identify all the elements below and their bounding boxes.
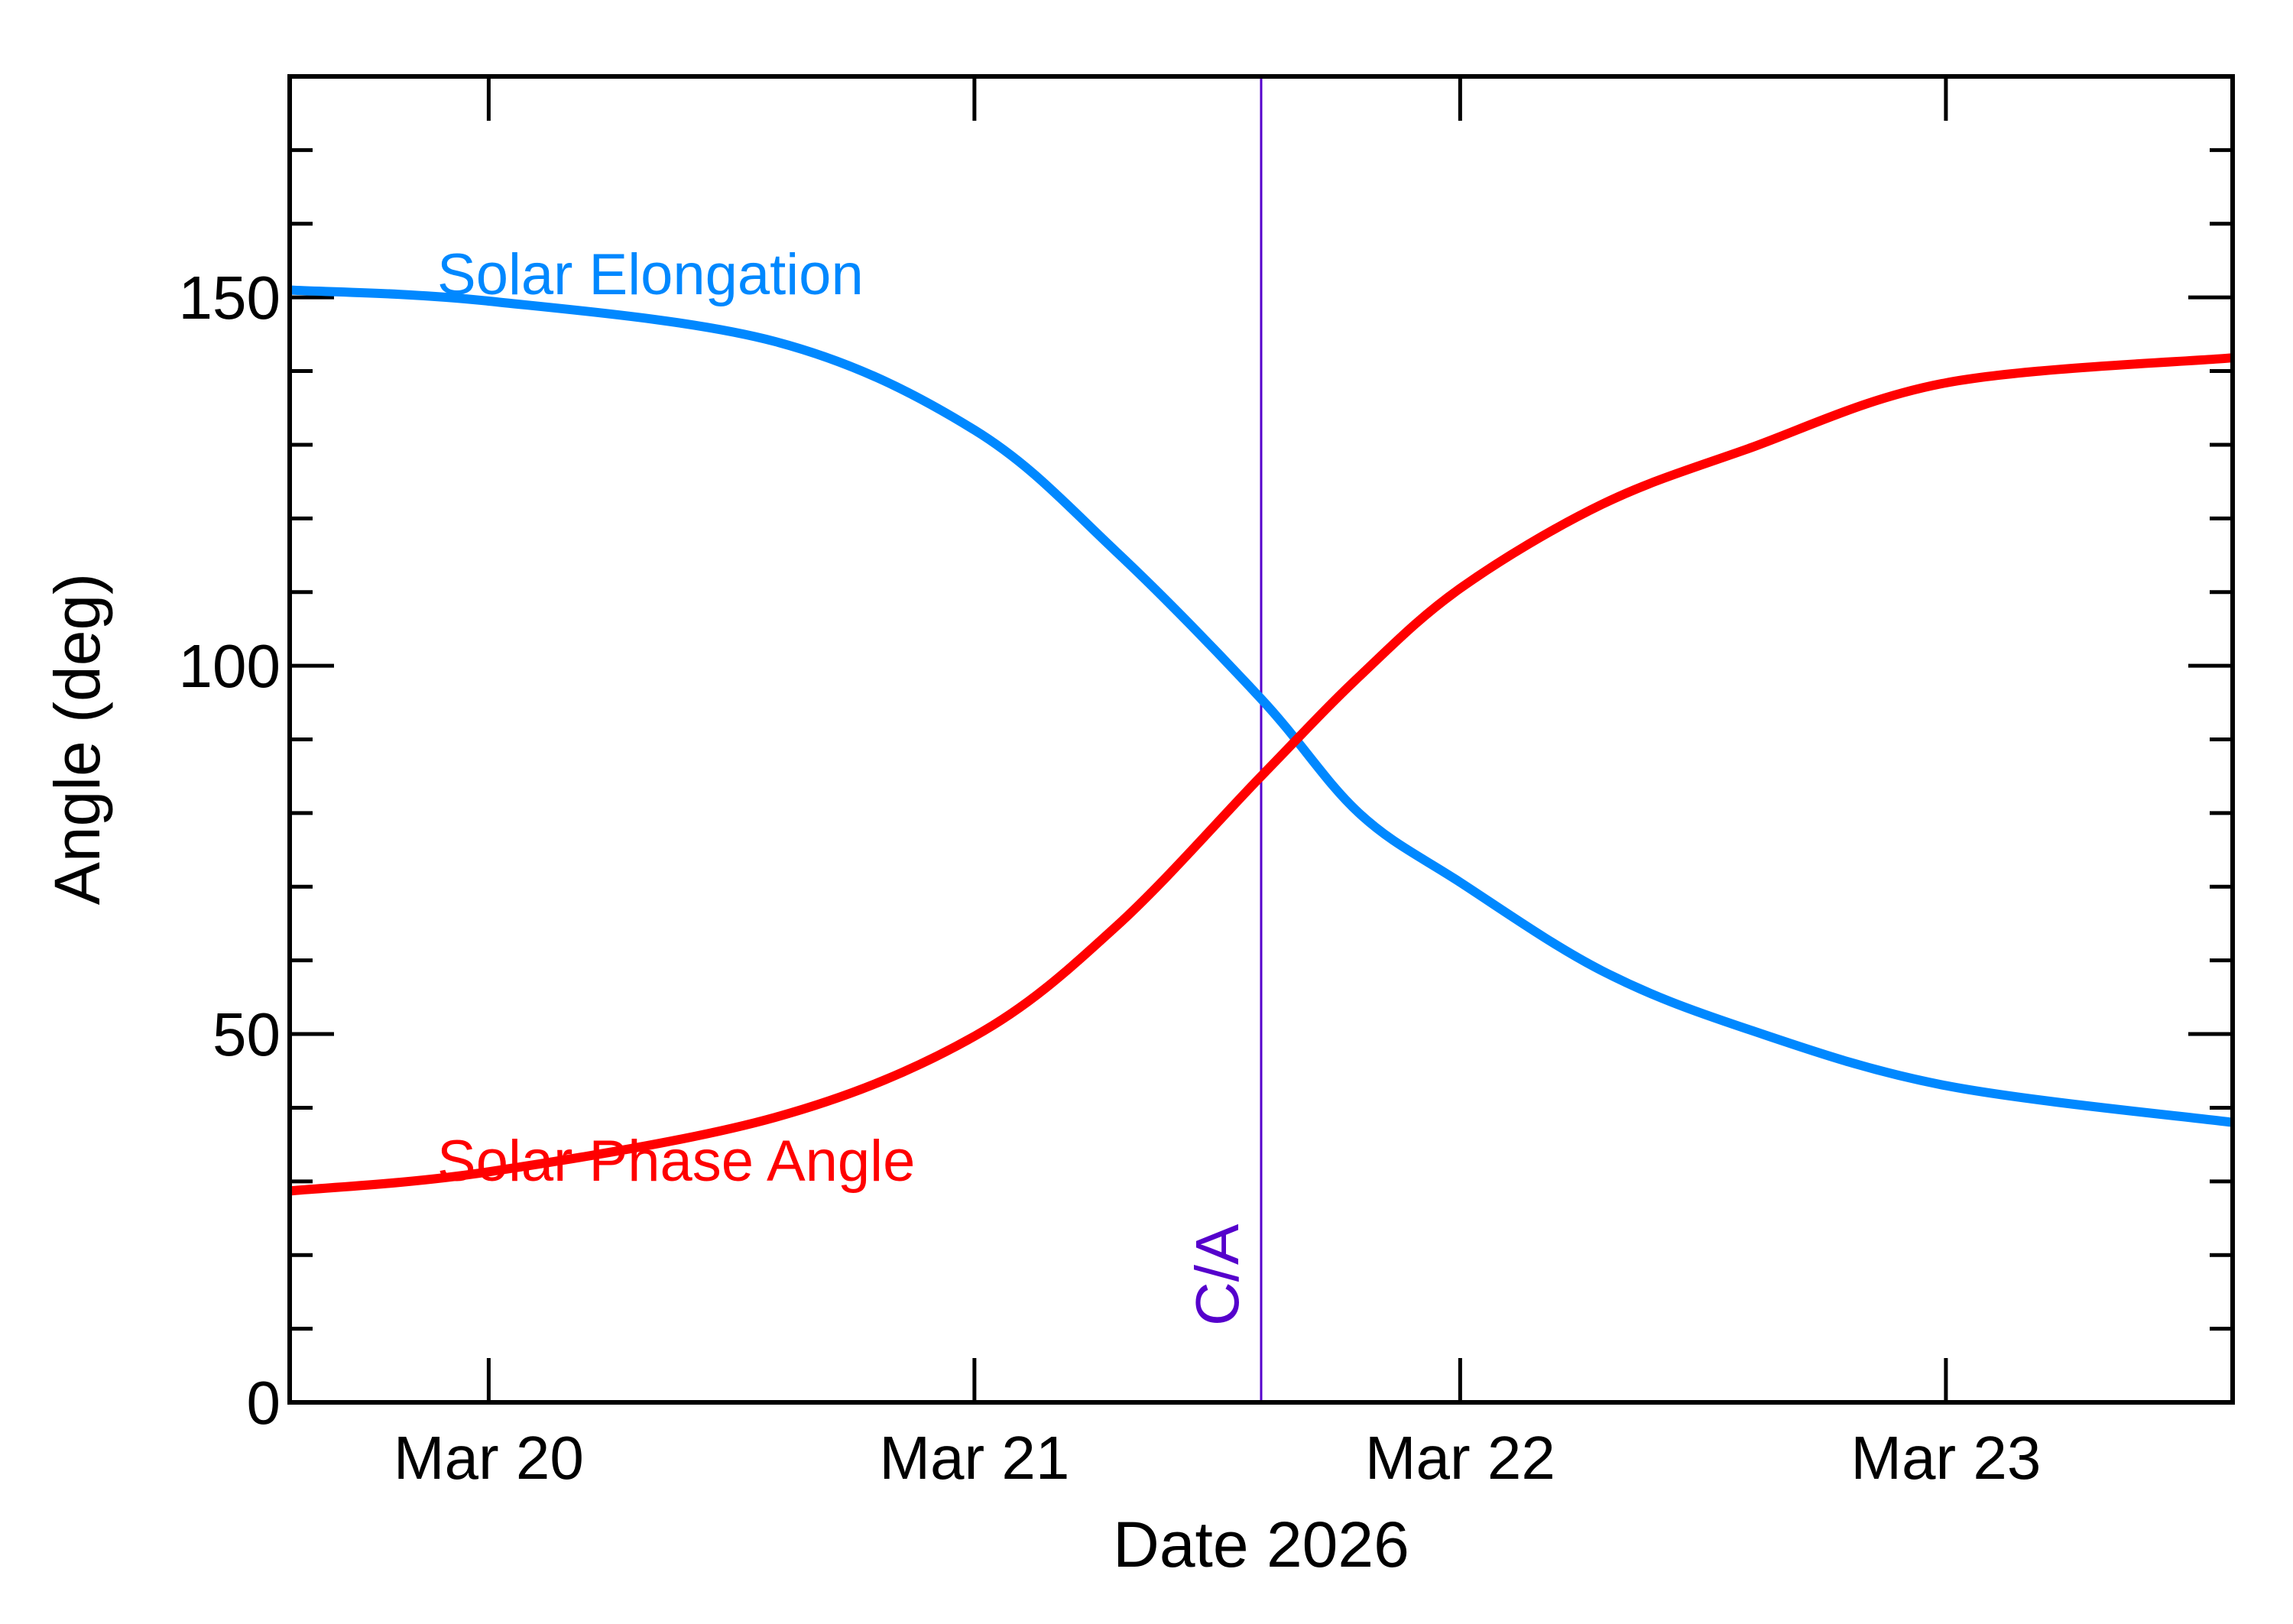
x-tick-label: Mar 23 <box>1850 1424 2041 1492</box>
y-tick-label: 100 <box>179 632 281 700</box>
y-tick-label: 50 <box>212 1000 281 1068</box>
series-label-elongation: Solar Elongation <box>437 242 864 307</box>
series-label-phase: Solar Phase Angle <box>437 1129 915 1194</box>
y-axis-label: Angle (deg) <box>41 573 113 905</box>
closest-approach-label: C/A <box>1183 1224 1251 1326</box>
plot-frame <box>287 74 2235 1405</box>
x-tick-label: Mar 22 <box>1365 1424 1555 1492</box>
x-axis-label: Date 2026 <box>1113 1509 1409 1580</box>
y-tick-label: 150 <box>179 264 281 332</box>
x-tick-label: Mar 21 <box>879 1424 1069 1492</box>
series-line-1 <box>289 353 2233 1196</box>
series-line-0 <box>289 285 2233 1127</box>
y-tick-label: 0 <box>247 1369 281 1437</box>
x-tick-label: Mar 20 <box>394 1424 584 1492</box>
